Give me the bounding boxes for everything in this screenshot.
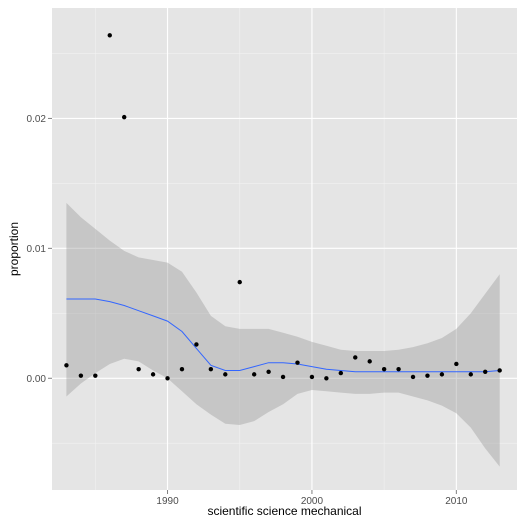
data-point	[223, 372, 228, 377]
y-axis-ticks: 0.00 0.01 0.02	[27, 114, 52, 385]
data-point	[165, 376, 170, 381]
major-gridlines	[52, 8, 517, 490]
data-point	[410, 374, 416, 380]
data-point	[122, 114, 127, 120]
plot-panel	[52, 8, 517, 490]
x-tick-label: 1990	[156, 496, 179, 507]
data-point	[237, 279, 242, 285]
data-point	[179, 366, 185, 372]
smooth-line	[66, 298, 500, 373]
minor-gridlines	[52, 8, 517, 490]
data-point	[396, 366, 401, 372]
data-point	[381, 366, 387, 372]
data-point	[468, 372, 473, 377]
data-point	[454, 361, 459, 367]
x-axis-ticks: 1990 2000 2010	[156, 490, 468, 507]
data-point	[425, 373, 430, 378]
y-axis-title: proportion	[7, 222, 21, 276]
data-point	[208, 366, 214, 372]
data-point	[324, 376, 329, 381]
data-point	[93, 373, 98, 378]
data-point	[295, 360, 300, 365]
data-point	[367, 359, 372, 364]
data-point	[266, 369, 271, 374]
data-point	[280, 374, 286, 380]
data-points	[64, 33, 502, 381]
data-point	[338, 370, 344, 376]
data-point	[251, 372, 257, 377]
data-point	[64, 363, 69, 368]
x-axis-title: scientific science mechanical	[207, 504, 361, 518]
data-point	[78, 373, 84, 378]
data-point	[353, 355, 358, 360]
y-tick-label: 0.00	[27, 374, 47, 385]
data-point	[107, 33, 112, 38]
x-tick-label: 2000	[301, 496, 324, 507]
data-point	[483, 369, 488, 374]
data-point	[136, 366, 141, 372]
x-tick-label: 2010	[445, 496, 468, 507]
data-point	[439, 372, 445, 377]
data-point	[150, 372, 156, 377]
data-point	[309, 374, 315, 380]
y-tick-label: 0.02	[27, 114, 47, 125]
data-point	[194, 342, 199, 347]
y-tick-label: 0.01	[27, 244, 47, 255]
confidence-ribbon	[66, 202, 500, 467]
data-point	[497, 368, 502, 373]
